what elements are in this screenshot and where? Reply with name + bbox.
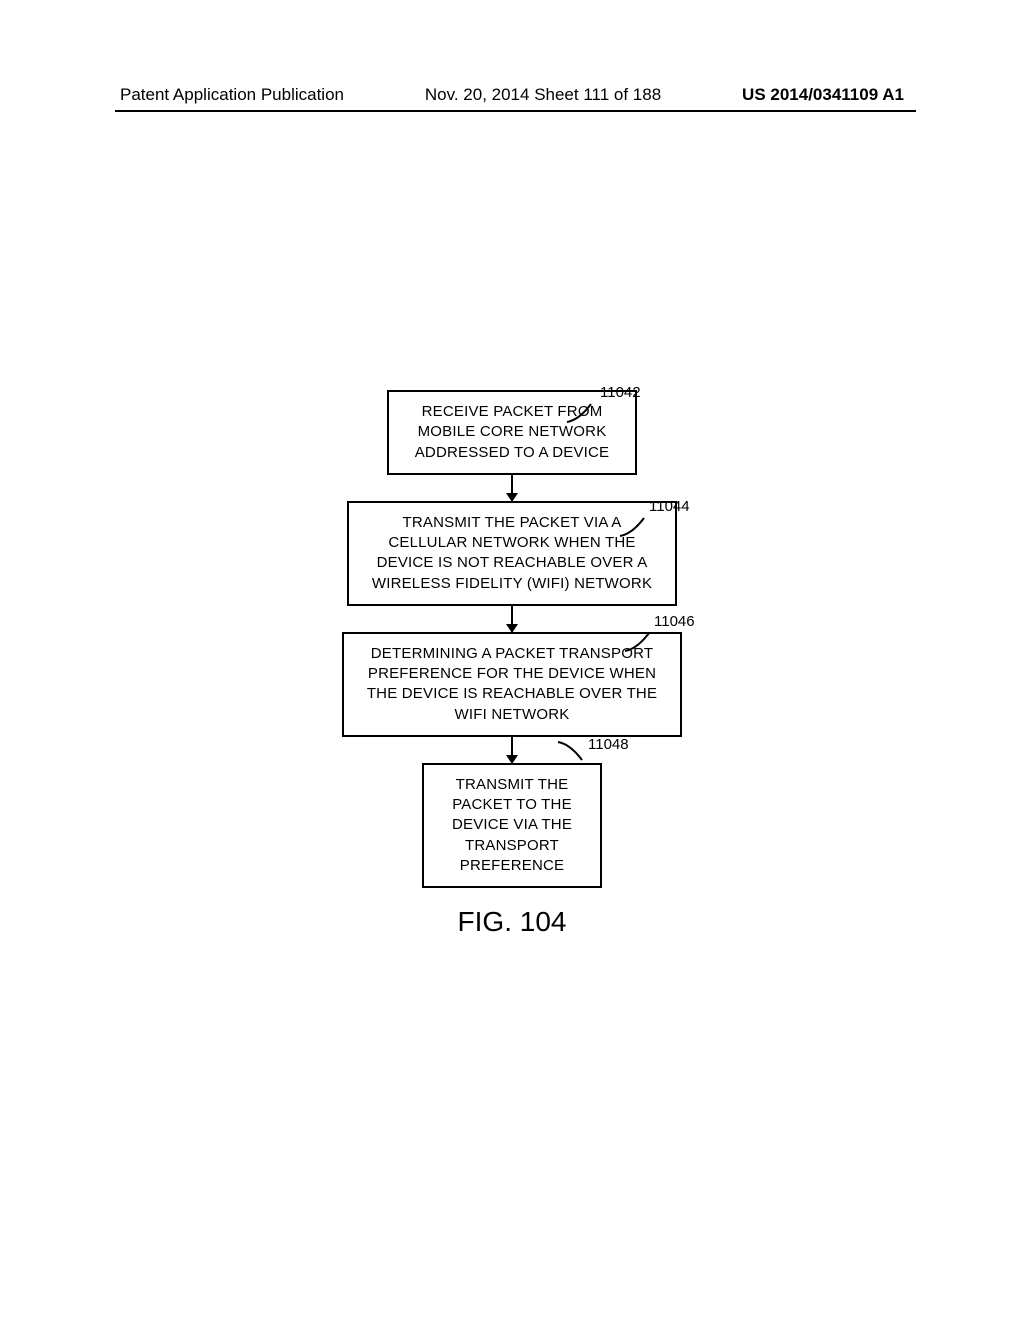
ref-tick-1 [565, 402, 593, 424]
flowchart-arrow [511, 475, 513, 501]
figure-caption: FIG. 104 [0, 906, 1024, 938]
ref-tick-2 [618, 516, 646, 538]
ref-label-2: 11044 [649, 498, 690, 515]
header-right: US 2014/0341109 A1 [742, 85, 904, 105]
flowchart: RECEIVE PACKET FROM MOBILE CORE NETWORK … [212, 390, 812, 888]
ref-tick-4 [556, 740, 584, 762]
header-left: Patent Application Publication [120, 85, 344, 105]
ref-label-4: 11048 [588, 736, 629, 753]
header-center: Nov. 20, 2014 Sheet 111 of 188 [425, 85, 661, 105]
ref-tick-3 [623, 631, 651, 653]
flowchart-node-4: TRANSMIT THE PACKET TO THE DEVICE VIA TH… [422, 763, 602, 888]
flowchart-arrow [511, 737, 513, 763]
flowchart-node-1: RECEIVE PACKET FROM MOBILE CORE NETWORK … [387, 390, 637, 475]
ref-label-3: 11046 [654, 613, 695, 630]
page-header: Patent Application Publication Nov. 20, … [0, 85, 1024, 105]
flowchart-arrow [511, 606, 513, 632]
ref-label-1: 11042 [600, 384, 641, 401]
header-rule [115, 110, 916, 112]
